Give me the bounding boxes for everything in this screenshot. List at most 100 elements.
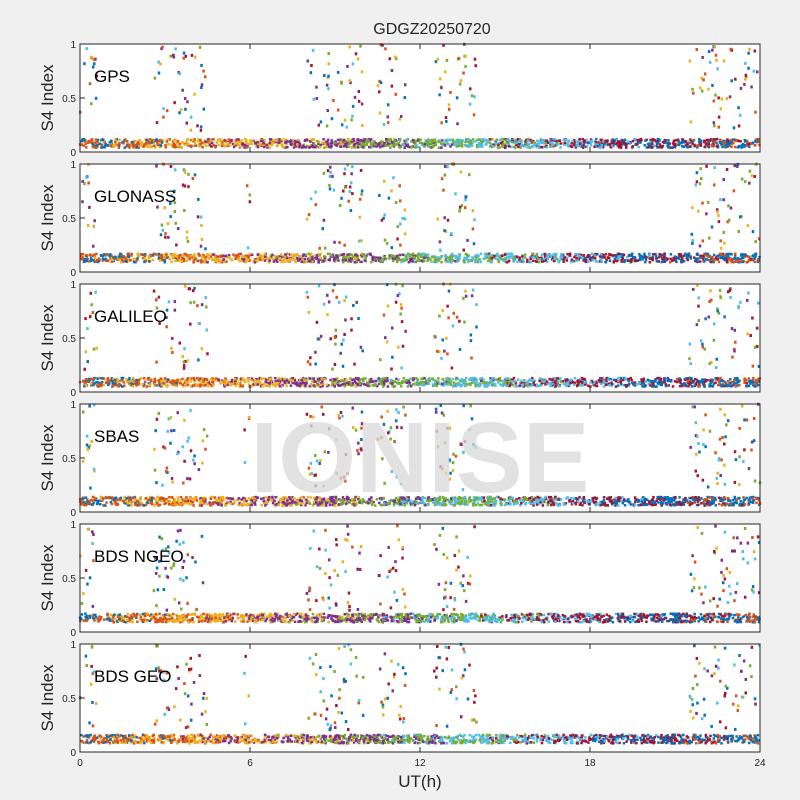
data-point xyxy=(731,138,735,141)
data-point xyxy=(142,384,145,388)
data-point xyxy=(586,257,589,261)
data-point xyxy=(224,377,227,380)
data-point xyxy=(445,336,448,340)
data-point xyxy=(164,145,168,149)
data-point xyxy=(429,258,432,261)
data-point xyxy=(360,70,364,74)
data-point xyxy=(374,142,378,145)
data-point xyxy=(455,315,459,319)
data-point xyxy=(333,240,336,244)
data-point xyxy=(458,82,462,86)
data-point xyxy=(376,256,380,260)
data-point xyxy=(582,143,585,147)
data-point xyxy=(363,144,367,147)
data-point xyxy=(304,146,308,149)
data-point xyxy=(448,138,452,142)
data-point xyxy=(347,138,350,141)
data-point xyxy=(747,142,750,146)
data-point xyxy=(92,225,95,229)
data-point xyxy=(338,384,341,388)
data-point xyxy=(277,379,280,382)
plot-area xyxy=(80,284,760,392)
data-point xyxy=(731,355,734,359)
data-point xyxy=(85,47,88,51)
data-point xyxy=(710,143,713,147)
data-point xyxy=(325,143,328,146)
data-point xyxy=(346,253,349,257)
data-point xyxy=(291,138,294,142)
data-point xyxy=(353,146,357,149)
data-point xyxy=(404,140,408,143)
data-point xyxy=(507,142,511,146)
data-point xyxy=(411,378,415,382)
data-point xyxy=(262,139,265,143)
data-point xyxy=(336,108,340,112)
data-point xyxy=(239,146,242,149)
data-point xyxy=(619,141,622,144)
data-point xyxy=(675,380,679,384)
data-point xyxy=(501,383,504,387)
data-point xyxy=(548,377,551,381)
data-point xyxy=(716,309,719,313)
data-point xyxy=(258,253,262,256)
data-point xyxy=(310,138,314,141)
data-point xyxy=(464,376,468,380)
data-point xyxy=(416,254,419,257)
data-point xyxy=(386,142,389,145)
data-point xyxy=(197,138,200,141)
data-point xyxy=(449,145,452,148)
data-point xyxy=(191,177,195,181)
data-point xyxy=(691,206,694,210)
data-point xyxy=(690,385,694,388)
data-point xyxy=(352,137,355,141)
data-point xyxy=(158,256,161,259)
data-point xyxy=(457,57,460,61)
data-point xyxy=(374,383,377,386)
data-point xyxy=(202,253,205,257)
data-point xyxy=(150,141,154,144)
data-point xyxy=(268,141,272,145)
data-point xyxy=(159,62,162,66)
data-point xyxy=(241,376,244,380)
data-point xyxy=(270,377,273,380)
data-point xyxy=(504,144,507,148)
data-point xyxy=(250,253,254,257)
data-point xyxy=(733,256,737,260)
data-point xyxy=(614,142,617,146)
data-point xyxy=(467,144,471,147)
data-point xyxy=(400,320,404,324)
data-point xyxy=(307,310,311,314)
data-point xyxy=(480,144,484,148)
data-point xyxy=(719,239,722,243)
data-point xyxy=(151,258,155,262)
data-points xyxy=(78,42,761,149)
data-point xyxy=(745,381,749,385)
data-point xyxy=(543,145,546,149)
data-point xyxy=(754,252,758,256)
data-point xyxy=(384,144,388,147)
data-point xyxy=(120,261,123,264)
data-point xyxy=(651,382,655,385)
data-point xyxy=(256,257,260,260)
data-point xyxy=(399,146,402,149)
data-point xyxy=(360,192,363,196)
data-point xyxy=(580,256,584,260)
data-point xyxy=(679,255,683,258)
data-point xyxy=(481,381,485,384)
data-point xyxy=(397,345,400,349)
data-point xyxy=(243,255,246,259)
data-point xyxy=(401,253,404,257)
data-point xyxy=(345,125,349,129)
data-point xyxy=(301,258,304,261)
data-point xyxy=(608,384,611,387)
data-point xyxy=(234,143,238,147)
data-point xyxy=(350,317,353,321)
data-point xyxy=(160,256,164,259)
data-point xyxy=(516,137,520,141)
data-point xyxy=(307,213,311,217)
data-point xyxy=(199,128,203,132)
data-point xyxy=(123,384,126,387)
data-point xyxy=(458,254,462,257)
data-point xyxy=(684,140,688,143)
